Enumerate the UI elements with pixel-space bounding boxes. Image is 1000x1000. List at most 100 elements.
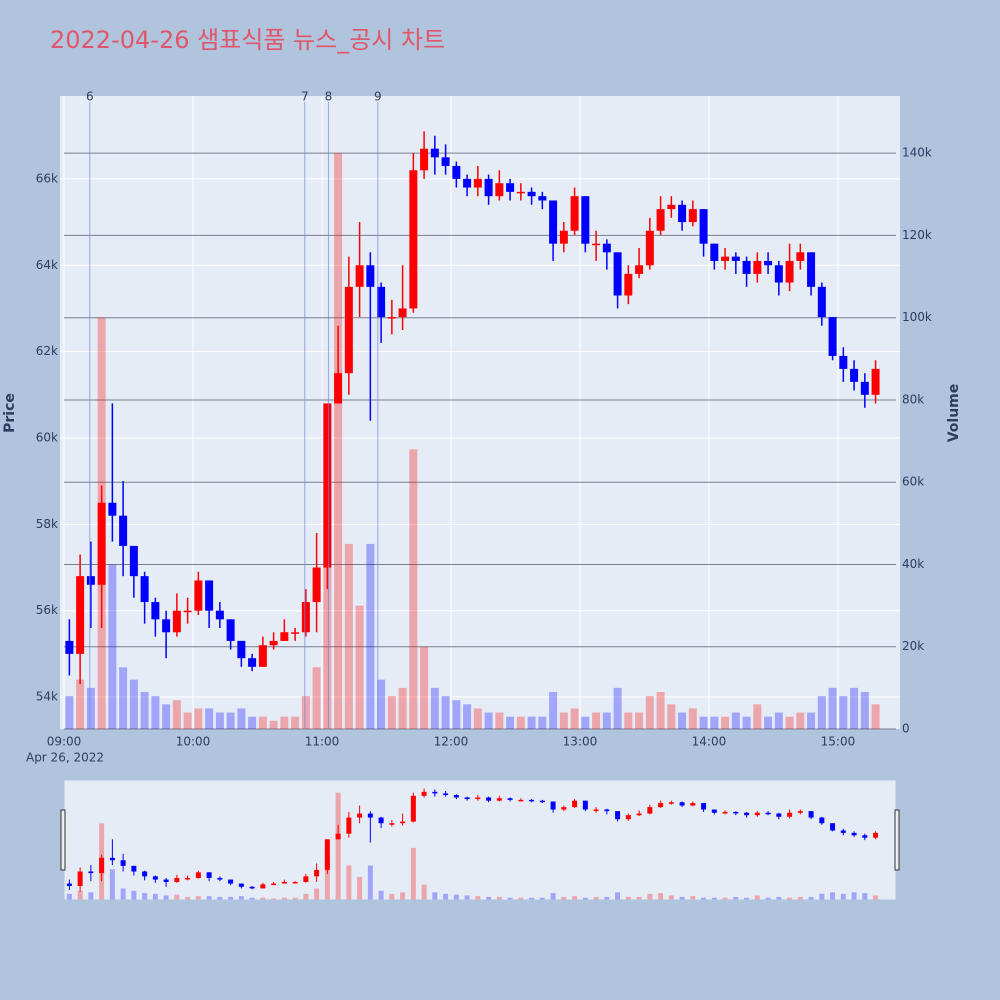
candle-body: [249, 886, 255, 889]
candle-body: [701, 803, 707, 810]
candle-body: [744, 812, 750, 816]
volume-bar: [776, 896, 782, 900]
candle-body: [269, 640, 278, 646]
candle-body: [420, 148, 429, 171]
candle-body: [496, 798, 502, 801]
candle-body: [656, 209, 665, 231]
y-tick-label: 64k: [36, 258, 58, 272]
volume-bar: [604, 896, 610, 900]
volume-bar: [119, 667, 128, 729]
candle-body: [228, 879, 234, 884]
candle-body: [625, 815, 631, 820]
volume-bar: [378, 890, 384, 900]
candle-body: [142, 871, 148, 877]
candle-body: [830, 823, 836, 831]
volume-bar: [473, 708, 482, 729]
candle-body: [237, 640, 246, 659]
volume-bar: [249, 897, 255, 900]
candle-body: [357, 813, 363, 818]
volume-bar: [636, 896, 642, 900]
candle-body: [774, 265, 783, 283]
candle-body: [303, 876, 309, 882]
volume-bar: [529, 897, 535, 900]
candle-body: [819, 817, 825, 824]
volume-bar: [205, 708, 214, 729]
range-slider-handle[interactable]: [60, 809, 66, 871]
volume-bar: [88, 892, 94, 900]
candle-body: [559, 230, 568, 244]
candle-body: [613, 252, 622, 296]
volume-bar: [850, 687, 859, 729]
candle-body: [174, 877, 180, 882]
candle-body: [334, 373, 343, 404]
news-label: 7: [301, 90, 309, 104]
candle-body: [387, 317, 396, 319]
x-tick-label: 13:00: [563, 735, 598, 749]
volume-bar: [183, 712, 192, 729]
volume-bar: [314, 888, 320, 900]
candle-body: [785, 260, 794, 283]
volume-bar: [495, 712, 504, 729]
candle-body: [549, 200, 558, 244]
candle-body: [377, 286, 386, 318]
candle-body: [753, 260, 762, 274]
candle-body: [871, 368, 880, 395]
candle-body: [581, 196, 590, 244]
volume-bar: [797, 896, 803, 900]
volume-bar: [475, 896, 481, 900]
volume-bar: [271, 898, 277, 900]
candle-body: [776, 813, 782, 817]
volume-bar: [248, 716, 257, 729]
volume-bar: [753, 704, 762, 729]
candle-body: [97, 502, 106, 585]
candle-body: [86, 576, 95, 585]
news-label: 9: [374, 90, 382, 104]
volume-bar: [645, 696, 654, 729]
candle-body: [400, 821, 406, 824]
volume-bar: [355, 605, 364, 729]
candle-body: [258, 645, 267, 667]
candle-body: [108, 502, 117, 516]
candle-body: [808, 811, 814, 818]
volume-bar: [625, 896, 631, 900]
y2-tick-label: 100k: [902, 310, 932, 324]
volume-bar: [463, 704, 472, 729]
candle-body: [796, 252, 805, 261]
candle-body: [398, 308, 407, 318]
candle-body: [453, 795, 459, 798]
candle-body: [710, 243, 719, 261]
volume-bar: [496, 896, 502, 900]
volume-bar: [120, 888, 126, 900]
volume-bar: [860, 691, 869, 729]
volume-bar: [678, 712, 687, 729]
candle-body: [851, 832, 857, 836]
volume-bar: [237, 708, 246, 729]
candle-body: [292, 881, 298, 884]
candle-body: [344, 286, 353, 374]
volume-bar: [840, 893, 846, 900]
candle-body: [88, 871, 94, 874]
candle-body: [764, 260, 773, 266]
volume-bar: [731, 712, 740, 729]
candle-body: [690, 803, 696, 806]
candle-body: [840, 830, 846, 833]
candle-body: [873, 832, 879, 838]
volume-bar: [312, 667, 321, 729]
candle-body: [484, 178, 493, 197]
x-tick-label: 09:00: [47, 735, 82, 749]
volume-bar: [258, 716, 267, 729]
range-slider-handle[interactable]: [894, 809, 900, 871]
candle-body: [862, 835, 868, 838]
volume-bar: [291, 716, 300, 729]
volume-bar: [140, 691, 149, 729]
candle-body: [527, 191, 536, 197]
volume-bar: [185, 896, 191, 900]
volume-bar: [572, 896, 578, 900]
volume-bar: [506, 716, 515, 729]
candle-body: [163, 879, 169, 882]
volume-bar: [367, 865, 373, 900]
candle-body: [807, 252, 816, 287]
volume-bar: [765, 897, 771, 900]
volume-bar: [398, 687, 407, 729]
y2-tick-label: 20k: [902, 639, 924, 653]
